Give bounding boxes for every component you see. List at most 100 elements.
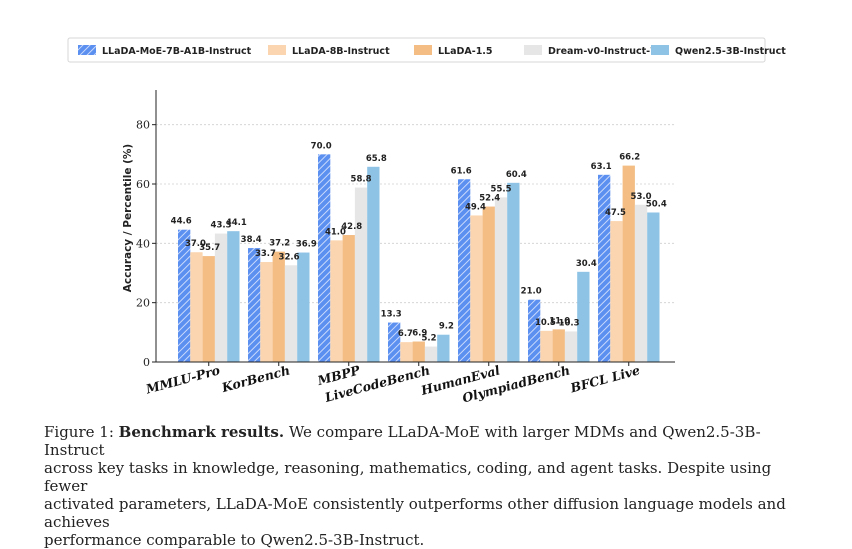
- bar-llada-1-5-livecodebench: [412, 341, 425, 362]
- figure-caption: Figure 1: Benchmark results. We compare …: [44, 423, 814, 549]
- bar-qwen2-5-3b-instruct-humaneval: [507, 182, 520, 362]
- value-label-llada-moe-7b-a1b-instruct-humaneval: 61.6: [451, 166, 472, 176]
- y-tick-label-0: 0: [143, 356, 150, 369]
- y-tick-label-60: 60: [136, 178, 150, 191]
- x-tick-label-bfcl-live: BFCL Live: [568, 362, 642, 395]
- y-tick-label-40: 40: [136, 237, 150, 250]
- figure-label: Figure 1:: [44, 423, 114, 441]
- value-label-llada-1-5-humaneval: 52.4: [479, 194, 500, 204]
- value-label-dream-v0-instruct-7b-bfcl-live: 53.0: [631, 192, 652, 202]
- value-label-dream-v0-instruct-7b-humaneval: 55.5: [491, 184, 512, 194]
- legend-swatch-dream-v0-instruct-7b: [524, 45, 542, 55]
- legend-swatch-llada-1-5: [414, 45, 432, 55]
- x-tick-label-korbench: KorBench: [219, 362, 291, 395]
- bar-llada-8b-instruct-korbench: [260, 262, 273, 362]
- value-label-qwen2-5-3b-instruct-mbpp: 65.8: [366, 154, 387, 164]
- bar-llada-8b-instruct-bfcl-live: [610, 221, 623, 362]
- value-label-llada-moe-7b-a1b-instruct-mmlu-pro: 44.6: [171, 217, 192, 227]
- bar-qwen2-5-3b-instruct-mbpp: [367, 166, 380, 362]
- bar-dream-v0-instruct-7b-bfcl-live: [634, 204, 648, 362]
- bar-llada-8b-instruct-mbpp: [330, 240, 343, 362]
- value-label-llada-moe-7b-a1b-instruct-olympiadbench: 21.0: [521, 287, 542, 297]
- value-label-llada-moe-7b-a1b-instruct-korbench: 38.4: [241, 235, 262, 245]
- bar-qwen2-5-3b-instruct-bfcl-live: [647, 212, 660, 362]
- legend-swatch-qwen2-5-3b-instruct: [651, 45, 669, 55]
- value-label-dream-v0-instruct-7b-olympiadbench: 10.3: [559, 318, 580, 328]
- legend-label-dream-v0-instruct-7b: Dream-v0-Instruct-7B: [548, 46, 664, 57]
- bar-llada-1-5-korbench: [272, 251, 285, 362]
- value-label-llada-1-5-bfcl-live: 66.2: [619, 153, 640, 163]
- y-tick-label-20: 20: [136, 297, 150, 310]
- value-label-llada-8b-instruct-korbench: 33.7: [255, 249, 276, 259]
- bar-llada-moe-7b-a1b-instruct-korbench: [248, 248, 261, 362]
- value-label-llada-moe-7b-a1b-instruct-bfcl-live: 63.1: [591, 162, 612, 172]
- bar-llada-1-5-humaneval: [482, 206, 495, 362]
- legend-label-llada-1-5: LLaDA-1.5: [438, 46, 493, 57]
- value-label-qwen2-5-3b-instruct-bfcl-live: 50.4: [646, 199, 667, 209]
- value-label-llada-8b-instruct-bfcl-live: 47.5: [605, 208, 626, 218]
- value-label-llada-1-5-mbpp: 42.8: [341, 222, 362, 232]
- caption-line-4: performance comparable to Qwen2.5-3B-Ins…: [44, 531, 425, 549]
- caption-line-1: We compare LLaDA-MoE with larger MDMs an…: [44, 423, 761, 459]
- value-label-llada-1-5-korbench: 37.2: [269, 239, 290, 249]
- bar-dream-v0-instruct-7b-korbench: [284, 265, 298, 362]
- value-label-qwen2-5-3b-instruct-livecodebench: 9.2: [439, 322, 454, 332]
- bar-llada-8b-instruct-livecodebench: [400, 342, 413, 362]
- value-label-llada-8b-instruct-olympiadbench: 10.5: [535, 318, 556, 328]
- caption-line-2: across key tasks in knowledge, reasoning…: [44, 459, 772, 495]
- legend-swatch-llada-moe-7b-a1b-instruct: [78, 45, 96, 55]
- value-label-dream-v0-instruct-7b-korbench: 32.6: [279, 252, 300, 262]
- caption-line-3: activated parameters, LLaDA-MoE consiste…: [44, 495, 786, 531]
- legend-label-llada-moe-7b-a1b-instruct: LLaDA-MoE-7B-A1B-Instruct: [102, 46, 252, 57]
- bar-dream-v0-instruct-7b-mbpp: [354, 187, 368, 362]
- bar-qwen2-5-3b-instruct-olympiadbench: [577, 271, 590, 362]
- bar-llada-8b-instruct-olympiadbench: [540, 330, 553, 362]
- bar-llada-moe-7b-a1b-instruct-humaneval: [458, 179, 471, 362]
- value-label-qwen2-5-3b-instruct-humaneval: 60.4: [506, 170, 527, 180]
- value-label-llada-8b-instruct-mmlu-pro: 37.0: [185, 239, 206, 249]
- value-label-qwen2-5-3b-instruct-korbench: 36.9: [296, 240, 317, 250]
- value-labels: 44.6 37.035.7 43.344.1 38.4 33.737.2 32.6 36.9…: [171, 141, 667, 343]
- value-label-llada-8b-instruct-livecodebench: 6.7: [398, 329, 413, 339]
- bar-dream-v0-instruct-7b-olympiadbench: [564, 331, 578, 362]
- value-label-llada-moe-7b-a1b-instruct-mbpp: 70.0: [311, 141, 332, 151]
- legend-swatch-llada-8b-instruct: [268, 45, 286, 55]
- bar-group: [178, 154, 660, 362]
- y-tick-label-80: 80: [136, 119, 150, 132]
- value-label-llada-moe-7b-a1b-instruct-livecodebench: 13.3: [381, 310, 402, 320]
- value-label-dream-v0-instruct-7b-mmlu-pro: 43.3: [211, 221, 232, 231]
- value-label-qwen2-5-3b-instruct-mmlu-pro: 44.1: [226, 218, 247, 228]
- bar-qwen2-5-3b-instruct-korbench: [297, 252, 310, 362]
- bar-dream-v0-instruct-7b-livecodebench: [424, 346, 438, 362]
- axes: [152, 90, 675, 366]
- legend-label-llada-8b-instruct: LLaDA-8B-Instruct: [292, 46, 390, 57]
- value-label-llada-1-5-mmlu-pro: 35.7: [199, 243, 220, 253]
- x-tick-label-mmlu-pro: MMLU-Pro: [143, 362, 221, 396]
- legend-label-qwen2-5-3b-instruct: Qwen2.5-3B-Instruct: [675, 46, 786, 57]
- bar-qwen2-5-3b-instruct-livecodebench: [437, 334, 450, 362]
- bar-llada-1-5-mmlu-pro: [202, 256, 215, 362]
- y-axis-label: Accuracy / Percentile (%): [122, 144, 134, 292]
- bar-llada-1-5-mbpp: [342, 235, 355, 362]
- bar-llada-8b-instruct-humaneval: [470, 215, 483, 362]
- legend: LLaDA-MoE-7B-A1B-Instruct LLaDA-8B-Instru…: [67, 37, 786, 63]
- value-label-dream-v0-instruct-7b-mbpp: 58.8: [351, 175, 372, 185]
- bar-llada-moe-7b-a1b-instruct-livecodebench: [388, 322, 401, 362]
- caption-title: Benchmark results.: [118, 423, 285, 441]
- bar-llada-moe-7b-a1b-instruct-bfcl-live: [598, 174, 611, 362]
- value-label-dream-v0-instruct-7b-livecodebench: 5.2: [422, 334, 437, 344]
- value-label-qwen2-5-3b-instruct-olympiadbench: 30.4: [576, 259, 597, 269]
- value-label-llada-1-5-livecodebench: 6.9: [412, 329, 427, 339]
- bar-llada-8b-instruct-mmlu-pro: [190, 252, 203, 362]
- bar-llada-moe-7b-a1b-instruct-mbpp: [318, 154, 331, 362]
- bar-dream-v0-instruct-7b-humaneval: [494, 197, 508, 362]
- bar-dream-v0-instruct-7b-mmlu-pro: [214, 233, 228, 362]
- value-label-llada-8b-instruct-humaneval: 49.4: [465, 202, 486, 212]
- bar-llada-1-5-olympiadbench: [552, 329, 565, 362]
- bar-llada-1-5-bfcl-live: [622, 165, 635, 362]
- bar-llada-moe-7b-a1b-instruct-olympiadbench: [528, 299, 541, 362]
- bar-qwen2-5-3b-instruct-mmlu-pro: [227, 231, 240, 362]
- value-label-llada-1-5-olympiadbench: 11.0: [549, 316, 570, 326]
- bar-llada-moe-7b-a1b-instruct-mmlu-pro: [178, 229, 191, 362]
